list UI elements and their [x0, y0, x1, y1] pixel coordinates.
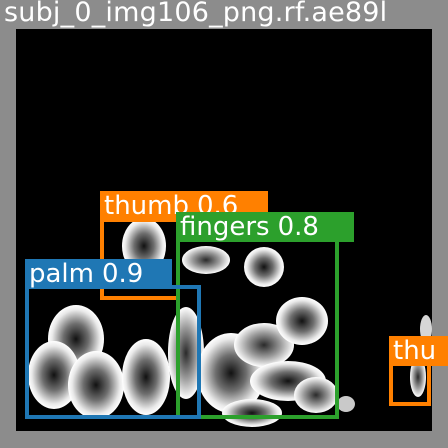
palm-detection-label: palm 0.9	[25, 259, 172, 289]
palm-class-text: palm	[29, 259, 94, 289]
image-content	[16, 29, 432, 431]
thumb-edge-detection-label: thu	[389, 336, 448, 366]
hand-blobs	[28, 218, 432, 427]
palm-score-text: 0.9	[102, 259, 144, 289]
thumb-edge-class-text: thu	[393, 336, 437, 366]
fingers-score-text: 0.8	[277, 212, 319, 242]
fingers-detection-label: fingers 0.8	[176, 212, 354, 242]
image-caption: subj_0_img106_png.rf.ae89l	[4, 0, 388, 28]
thumb-class-text: thumb	[104, 191, 189, 221]
palm-detection-box	[25, 285, 201, 419]
hand-scan-image	[28, 218, 432, 427]
thumb-edge-detection-box	[389, 362, 431, 406]
fingers-class-text: fingers	[180, 212, 270, 242]
